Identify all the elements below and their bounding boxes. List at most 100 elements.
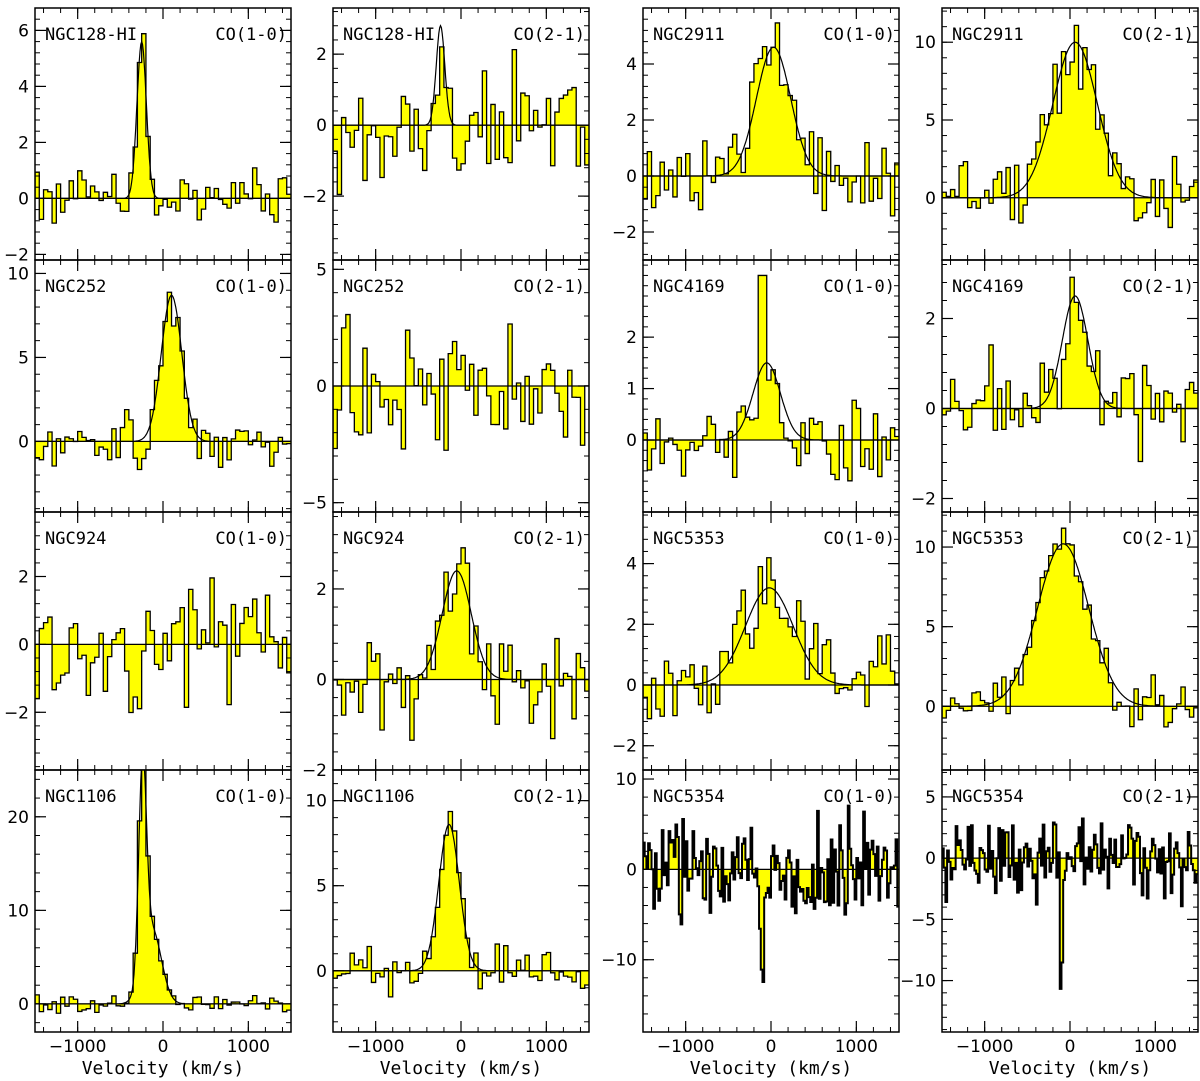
line-label: CO(1-0) [215, 787, 287, 807]
spectrum-histogram [942, 276, 1198, 463]
y-tick-label: 4 [626, 55, 637, 75]
line-label: CO(1-0) [215, 529, 287, 549]
y-tick-label: 0 [18, 432, 29, 452]
spectrum-histogram [333, 46, 589, 196]
y-tick-label: −10 [601, 951, 637, 971]
y-tick-label: 0 [626, 860, 637, 880]
gaussian-fit [942, 41, 1198, 199]
gaussian-fit [35, 294, 291, 442]
x-axis-title: Velocity (km/s) [989, 1058, 1152, 1079]
y-tick-label: 10 [7, 264, 29, 284]
spectrum-fill [942, 818, 1198, 989]
y-tick-label: −2 [302, 761, 327, 781]
line-label: CO(1-0) [823, 529, 895, 549]
y-tick-label: 2 [626, 111, 637, 131]
panel-ngc252-co10: 0 5 10 NGC252 CO(1-0) [7, 259, 292, 513]
y-tick-label: 5 [316, 877, 327, 897]
y-tick-label: 5 [925, 618, 936, 638]
y-tick-label: 2 [18, 568, 29, 588]
y-tick-label: 5 [925, 788, 936, 808]
x-tick-label: 0 [158, 1037, 169, 1057]
y-tick-label: −5 [302, 494, 327, 514]
line-label: CO(2-1) [1122, 787, 1194, 807]
line-label: CO(2-1) [513, 277, 585, 297]
line-label: CO(1-0) [823, 277, 895, 297]
panel-frame [34, 7, 292, 261]
gaussian-fit [643, 362, 899, 441]
gaussian-fit [35, 39, 291, 199]
y-tick-label: −2 [612, 737, 637, 757]
panel-ngc2911-co10: −2 0 2 4 NGC2911 CO(1-0) [612, 7, 900, 261]
x-tick-label: −1000 [956, 1037, 1014, 1057]
y-tick-label: 20 [7, 808, 29, 828]
galaxy-label: NGC5353 [952, 529, 1024, 549]
x-tick-label: 0 [766, 1037, 777, 1057]
x-axis-title: Velocity (km/s) [82, 1058, 245, 1079]
y-tick-label: −2 [612, 223, 637, 243]
spectrum-histogram [643, 804, 899, 983]
x-tick-label: 1000 [835, 1037, 878, 1057]
gaussian-fit [333, 823, 589, 972]
panel-ngc128-hi-co21: −2 0 2 NGC128-HI CO(2-1) [302, 7, 590, 261]
panel-ngc128-hi-co10: −2 0 2 4 6 NGC128-HI CO(1-0) [4, 7, 292, 265]
gaussian-fit [643, 587, 899, 686]
spectrum-histogram [35, 33, 291, 224]
spectrum-histogram [35, 770, 291, 1014]
galaxy-label: NGC4169 [653, 277, 725, 297]
spectrum-histogram [643, 274, 899, 482]
spectrum-histogram [333, 547, 589, 741]
y-tick-label: −5 [911, 910, 936, 930]
spectrum-histogram [35, 577, 291, 714]
spectrum-histogram [942, 527, 1198, 728]
line-label: CO(2-1) [513, 529, 585, 549]
spectrum-histogram [333, 810, 589, 998]
galaxy-label: NGC924 [45, 529, 106, 549]
galaxy-label: NGC2911 [952, 25, 1024, 45]
galaxy-label: NGC252 [45, 277, 106, 297]
y-tick-label: 4 [18, 77, 29, 97]
y-tick-label: 5 [925, 111, 936, 131]
panel-ngc5353-co21: 0 5 10 NGC5353 CO(2-1) [914, 511, 1199, 771]
spectrum-fill [333, 811, 589, 997]
line-label: CO(1-0) [823, 25, 895, 45]
y-tick-label: 10 [914, 33, 936, 53]
y-tick-label: 0 [626, 676, 637, 696]
galaxy-label: NGC1106 [45, 787, 117, 807]
x-axis-title: Velocity (km/s) [380, 1058, 543, 1079]
y-tick-label: 0 [18, 995, 29, 1015]
spectrum-fill [643, 557, 899, 719]
gaussian-fit [35, 770, 291, 1005]
y-tick-label: −2 [4, 245, 29, 265]
y-tick-label: 0 [18, 189, 29, 209]
y-tick-label: 0 [626, 431, 637, 451]
panel-ngc5354-co21: −10 −5 0 5 −1000 0 1000 NGC5354 CO(2-1) Velocity … [900, 769, 1199, 1079]
y-tick-label: 0 [316, 377, 327, 397]
galaxy-label: NGC5354 [653, 787, 725, 807]
galaxy-label: NGC924 [343, 529, 404, 549]
gaussian-fit [333, 24, 589, 126]
x-tick-label: 1000 [227, 1037, 270, 1057]
panel-ngc924-co21: −2 0 2 NGC924 CO(2-1) [302, 511, 590, 781]
galaxy-label: NGC5353 [653, 529, 725, 549]
gaussian-fit [333, 570, 589, 681]
y-tick-label: 2 [316, 580, 327, 600]
y-tick-label: −2 [911, 490, 936, 510]
y-tick-label: 10 [7, 901, 29, 921]
galaxy-label: NGC2911 [653, 25, 725, 45]
panel-ngc4169-co21: −2 0 2 NGC4169 CO(2-1) [911, 259, 1199, 513]
y-tick-label: 0 [925, 189, 936, 209]
x-tick-label: −1000 [657, 1037, 715, 1057]
y-tick-label: 0 [925, 400, 936, 420]
panel-ngc5354-co10: −10 0 10 −1000 0 1000 NGC5354 CO(1-0) Velocity (… [601, 769, 900, 1079]
spectrum-fill [333, 547, 589, 741]
x-tick-label: −1000 [347, 1037, 405, 1057]
galaxy-label: NGC128-HI [343, 25, 435, 45]
x-tick-label: −1000 [49, 1037, 107, 1057]
panel-ngc924-co10: −2 0 2 NGC924 CO(1-0) [4, 511, 292, 771]
panel-ngc4169-co10: 0 1 2 NGC4169 CO(1-0) [626, 259, 900, 513]
y-tick-label: 5 [18, 348, 29, 368]
spectrum-histogram [333, 313, 589, 451]
y-tick-label: 0 [925, 849, 936, 869]
y-tick-label: 0 [316, 670, 327, 690]
line-label: CO(2-1) [513, 787, 585, 807]
